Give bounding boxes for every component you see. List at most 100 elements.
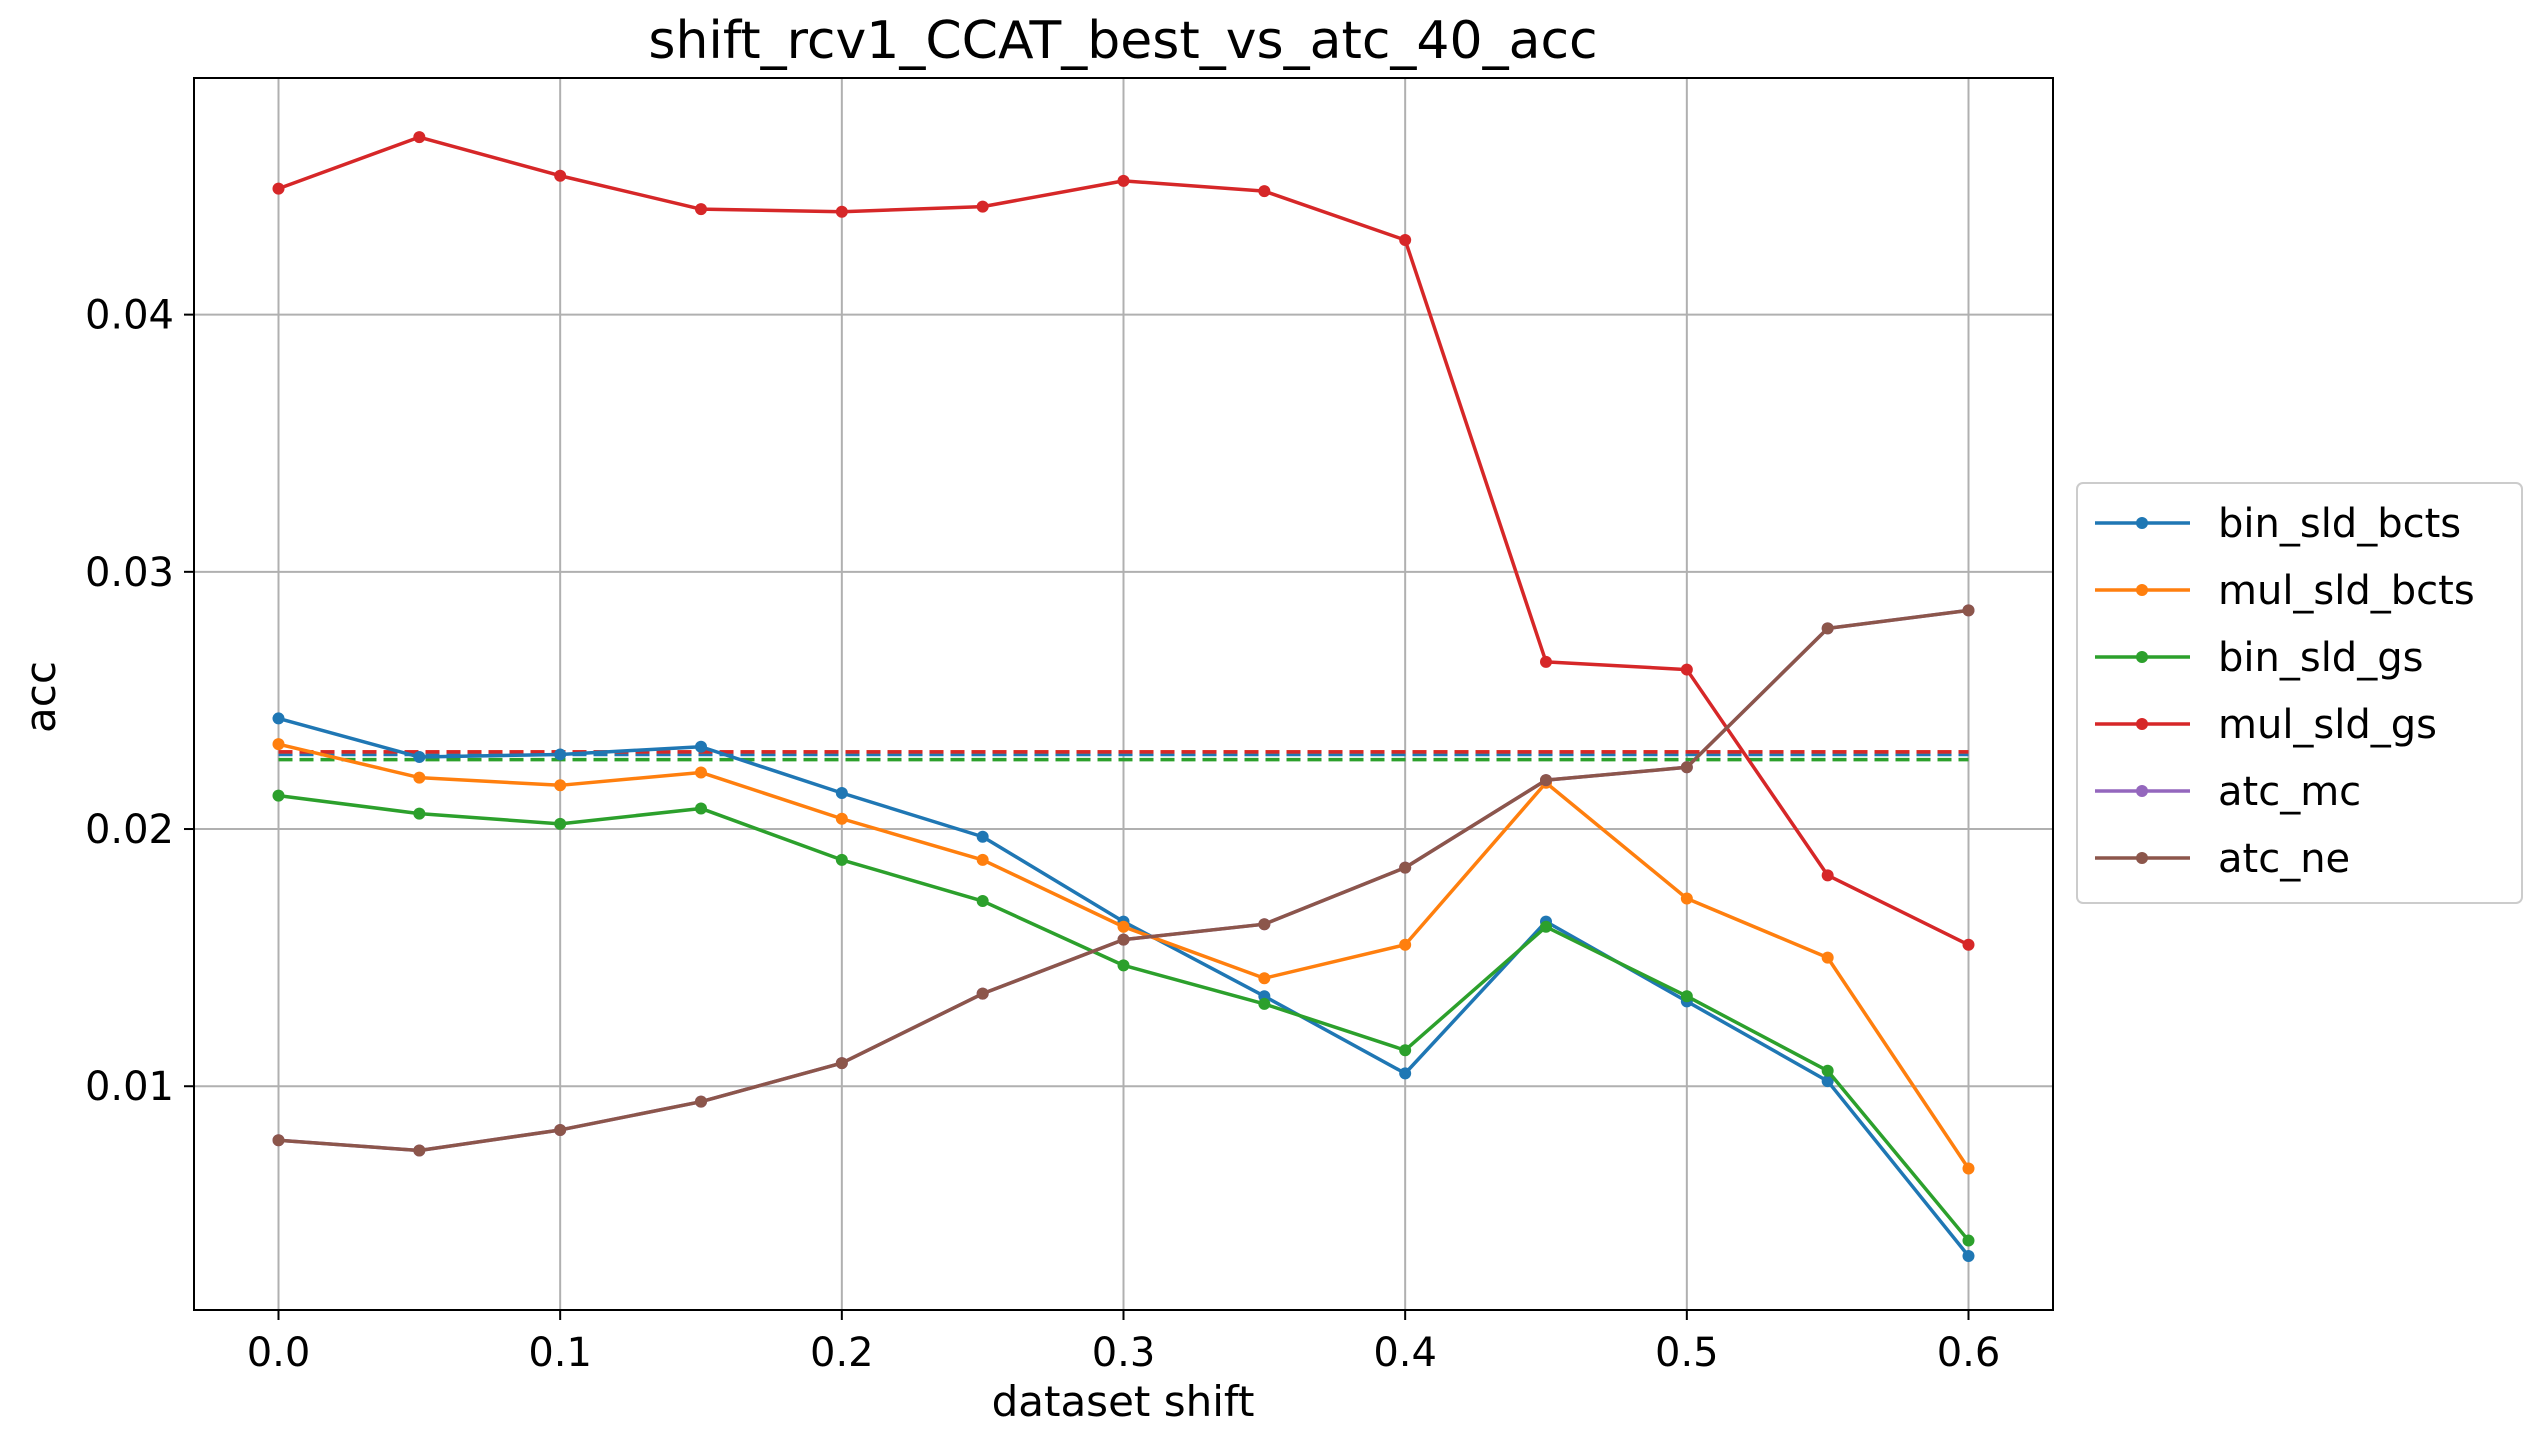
data-point-atc_ne [1821, 622, 1834, 635]
x-tick-label: 0.1 [528, 1330, 592, 1376]
data-point-bin_sld_gs [272, 789, 285, 802]
legend: bin_sld_bcts mul_sld_bcts bin_sld_gs mul_sl… [2076, 482, 2523, 904]
data-point-mul_sld_bcts [1399, 938, 1412, 951]
y-tick-label: 0.01 [85, 1064, 174, 1110]
data-point-atc_ne [835, 1057, 848, 1070]
data-point-bin_sld_bcts [413, 751, 426, 764]
data-point-mul_sld_gs [413, 131, 426, 144]
data-point-mul_sld_gs [1117, 174, 1130, 187]
legend-label: bin_sld_bcts [2218, 501, 2461, 547]
data-point-mul_sld_gs [1399, 234, 1412, 247]
data-point-atc_ne [976, 987, 989, 1000]
legend-swatch-marker [2136, 852, 2148, 864]
legend-swatch-marker [2136, 785, 2148, 797]
data-point-bin_sld_bcts [835, 787, 848, 800]
data-point-mul_sld_bcts [1680, 892, 1693, 905]
legend-item-bin_sld_bcts: bin_sld_bcts [2095, 501, 2461, 547]
series-mul_sld_bcts [272, 738, 1975, 1175]
data-point-atc_ne [1962, 604, 1975, 617]
legend-item-mul_sld_gs: mul_sld_gs [2095, 702, 2437, 748]
legend-item-atc_ne: atc_ne [2095, 836, 2350, 882]
data-point-mul_sld_bcts [695, 766, 707, 779]
data-point-mul_sld_gs [976, 200, 989, 213]
legend-box [2076, 482, 2523, 904]
data-point-bin_sld_gs [1680, 990, 1693, 1003]
legend-swatch-marker [2136, 718, 2148, 730]
data-point-bin_sld_bcts [554, 748, 567, 761]
data-point-mul_sld_bcts [976, 853, 989, 866]
series-layer [272, 131, 1975, 1262]
legend-label: atc_ne [2218, 836, 2350, 882]
data-point-mul_sld_gs [835, 205, 848, 218]
data-point-mul_sld_bcts [1258, 972, 1271, 985]
ticks: 0.0 0.1 0.2 0.3 0.4 0.5 0.6 0.01 0.02 0.03 0.04 [85, 293, 2000, 1376]
y-tick-label: 0.04 [85, 293, 174, 339]
legend-label: atc_mc [2218, 769, 2361, 815]
legend-swatch-marker [2136, 584, 2148, 596]
chart-title: shift_rcv1_CCAT_best_vs_atc_40_acc [648, 11, 1597, 71]
data-point-bin_sld_gs [835, 853, 848, 866]
data-point-atc_ne [695, 1095, 707, 1108]
data-point-bin_sld_bcts [976, 830, 989, 843]
data-point-bin_sld_bcts [1399, 1067, 1412, 1080]
x-tick-label: 0.0 [247, 1330, 311, 1376]
data-point-bin_sld_gs [1258, 997, 1271, 1010]
x-tick-label: 0.3 [1092, 1330, 1156, 1376]
data-point-bin_sld_gs [1962, 1234, 1975, 1247]
data-point-mul_sld_gs [1962, 938, 1975, 951]
data-point-mul_sld_bcts [413, 771, 426, 784]
x-tick-label: 0.4 [1373, 1330, 1437, 1376]
y-tick-label: 0.03 [85, 550, 174, 596]
data-point-bin_sld_bcts [272, 712, 285, 725]
series-atc_ne [272, 604, 1975, 1157]
data-point-bin_sld_gs [1540, 920, 1552, 933]
data-point-bin_sld_gs [976, 895, 989, 908]
data-point-mul_sld_gs [1258, 185, 1271, 198]
data-point-atc_ne [413, 1144, 426, 1157]
legend-item-mul_sld_bcts: mul_sld_bcts [2095, 568, 2475, 614]
data-point-atc_ne [1540, 774, 1552, 787]
x-tick-label: 0.5 [1655, 1330, 1719, 1376]
y-tick-label: 0.02 [85, 807, 174, 853]
data-point-mul_sld_bcts [1821, 951, 1834, 964]
data-point-mul_sld_gs [554, 169, 567, 182]
legend-item-atc_mc: atc_mc [2095, 769, 2361, 815]
series-mul_sld_gs [272, 131, 1975, 951]
data-point-bin_sld_gs [1399, 1044, 1412, 1057]
legend-item-bin_sld_gs: bin_sld_gs [2095, 635, 2423, 681]
data-point-mul_sld_bcts [1117, 920, 1130, 933]
data-point-mul_sld_bcts [835, 812, 848, 825]
data-point-bin_sld_bcts [1821, 1075, 1834, 1088]
data-point-mul_sld_bcts [1962, 1162, 1975, 1175]
x-tick-label: 0.6 [1937, 1330, 2001, 1376]
y-axis-label: acc [16, 661, 65, 733]
data-point-mul_sld_gs [272, 182, 285, 195]
legend-label: mul_sld_bcts [2218, 568, 2475, 614]
data-point-atc_ne [272, 1134, 285, 1147]
legend-swatch-marker [2136, 651, 2148, 663]
series-bin_sld_gs [272, 789, 1975, 1247]
data-point-mul_sld_gs [1821, 869, 1834, 882]
data-point-atc_ne [1258, 918, 1271, 931]
data-point-atc_ne [554, 1123, 567, 1136]
data-point-bin_sld_gs [1821, 1064, 1834, 1077]
data-point-mul_sld_gs [695, 203, 707, 216]
data-point-atc_ne [1399, 861, 1412, 874]
data-point-bin_sld_bcts [695, 740, 707, 753]
data-point-bin_sld_gs [413, 807, 426, 820]
legend-label: bin_sld_gs [2218, 635, 2423, 681]
data-point-bin_sld_gs [695, 802, 707, 815]
data-point-mul_sld_gs [1540, 655, 1552, 668]
legend-swatch-marker [2136, 517, 2148, 529]
data-point-bin_sld_bcts [1962, 1249, 1975, 1262]
grid [194, 78, 2053, 1310]
x-tick-label: 0.2 [810, 1330, 874, 1376]
data-point-mul_sld_bcts [272, 738, 285, 751]
data-point-bin_sld_gs [554, 817, 567, 830]
x-axis-label: dataset shift [992, 1377, 1255, 1426]
data-point-mul_sld_gs [1680, 663, 1693, 676]
data-point-atc_ne [1117, 933, 1130, 946]
data-point-atc_ne [1680, 761, 1693, 774]
data-point-bin_sld_gs [1117, 959, 1130, 972]
